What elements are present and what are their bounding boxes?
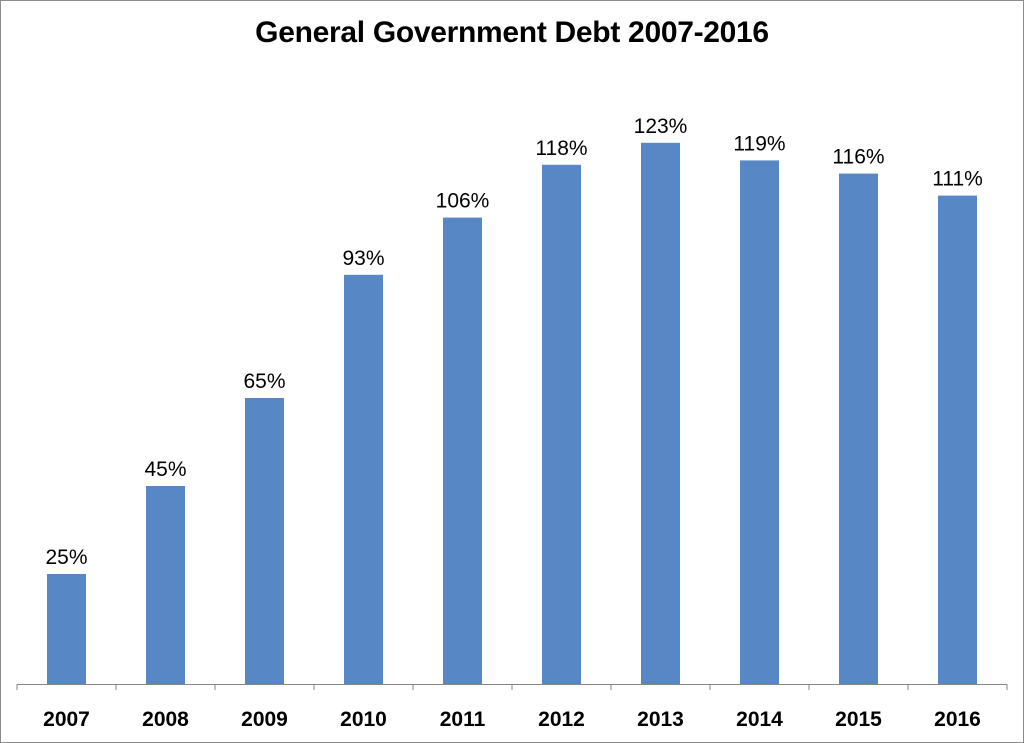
bar-2008 — [146, 486, 185, 684]
x-tick-label-2012: 2012 — [538, 708, 585, 731]
data-label-2009: 65% — [243, 370, 285, 393]
x-axis: 2007 2008 2009 2010 2011 2012 2013 2014 2015 2016 — [16, 684, 1008, 731]
bar-2015 — [839, 173, 878, 684]
x-tick-label-2016: 2016 — [934, 708, 981, 731]
bar-2010 — [344, 274, 383, 684]
chart-title: General Government Debt 2007-2016 — [255, 16, 769, 49]
bar-2007 — [47, 574, 86, 684]
bar-2012 — [542, 164, 581, 685]
data-label-2013: 123% — [634, 115, 688, 138]
data-label-2011: 106% — [436, 190, 490, 213]
x-tick-label-2009: 2009 — [241, 708, 288, 731]
x-tick-label-2011: 2011 — [440, 708, 486, 731]
data-label-2014: 119% — [733, 132, 785, 155]
data-label-2008: 45% — [144, 458, 186, 481]
bar-2014 — [740, 160, 779, 684]
data-label-2015: 116% — [832, 146, 884, 169]
data-label-2010: 93% — [342, 247, 384, 270]
bar-2016 — [938, 195, 977, 684]
x-tick-label-2008: 2008 — [142, 708, 189, 731]
bar-2013 — [641, 142, 680, 685]
bars-group — [47, 142, 977, 685]
data-label-2016: 111% — [932, 168, 983, 191]
x-tick-label-2015: 2015 — [835, 708, 882, 731]
x-tick-label-2013: 2013 — [637, 708, 684, 731]
x-tick-label-2010: 2010 — [340, 708, 387, 731]
x-tick-label-2007: 2007 — [43, 708, 90, 731]
bar-2011 — [443, 217, 482, 684]
data-labels-group: 25% 45% 65% 93% 106% 118% 123% 119% 116% 111% — [45, 115, 982, 569]
bar-2009 — [245, 398, 284, 684]
x-tick-label-2014: 2014 — [736, 708, 783, 731]
data-label-2007: 25% — [45, 546, 87, 569]
data-label-2012: 118% — [535, 137, 587, 160]
